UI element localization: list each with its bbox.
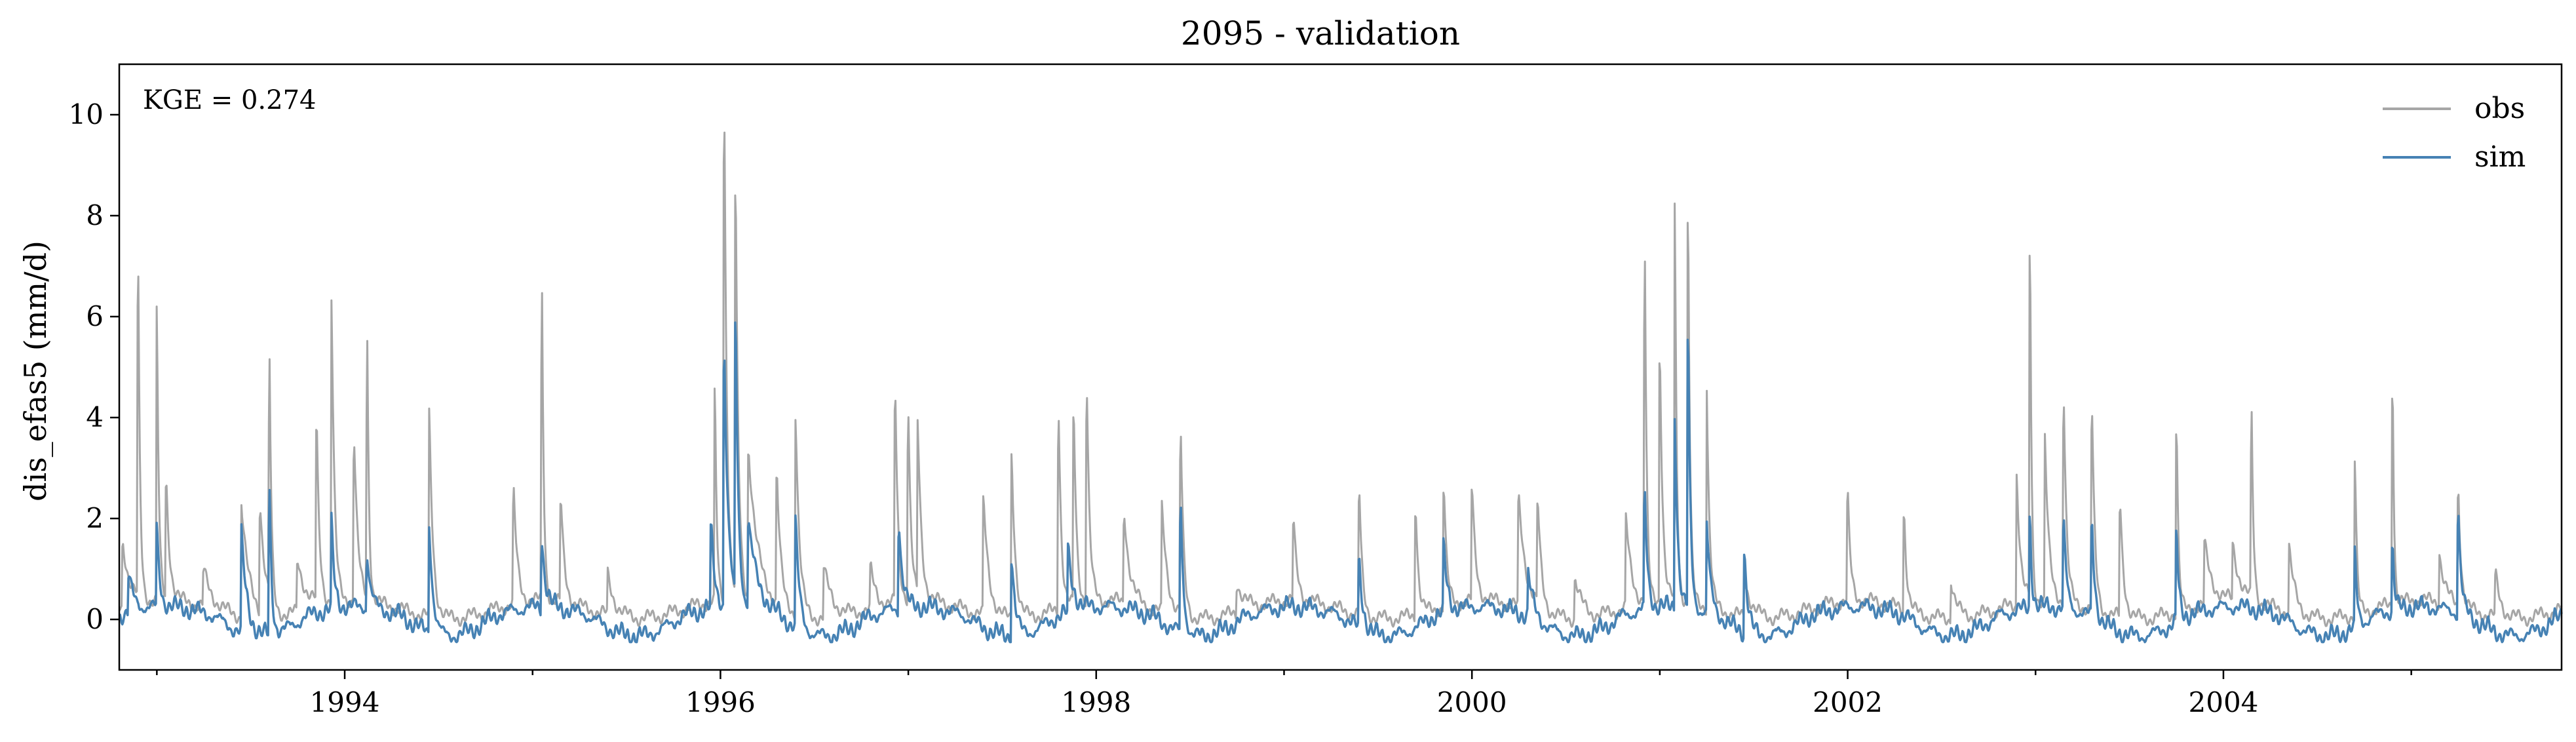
plot-frame: [119, 64, 2562, 670]
x-tick-label: 2004: [2189, 686, 2259, 718]
series-line-obs: [119, 132, 2562, 627]
y-tick-label: 8: [86, 199, 104, 231]
x-tick-label: 1994: [310, 686, 380, 718]
y-axis: 0 2 4 6 8 10: [69, 98, 119, 635]
y-tick-label: 0: [86, 603, 104, 635]
x-axis: 1994 1996 1998 2000 2002 2004: [157, 670, 2411, 718]
y-tick-label: 10: [69, 98, 104, 130]
kge-annotation: KGE = 0.274: [143, 85, 317, 115]
y-tick-label: 2: [86, 502, 104, 534]
y-tick-label: 6: [86, 300, 104, 332]
legend: obs sim: [2383, 92, 2526, 174]
series-line-sim: [119, 322, 2562, 642]
x-tick-label: 2000: [1437, 686, 1507, 718]
chart-title: 2095 - validation: [1181, 14, 1460, 52]
legend-sim-label: sim: [2474, 140, 2526, 174]
series-layer: [119, 132, 2562, 642]
y-axis-label: dis_efas5 (mm/d): [18, 241, 53, 501]
x-tick-label: 1996: [685, 686, 756, 718]
x-tick-label: 2002: [1813, 686, 1883, 718]
y-tick-label: 4: [86, 401, 104, 433]
legend-obs-label: obs: [2474, 92, 2525, 125]
x-tick-label: 1998: [1061, 686, 1131, 718]
